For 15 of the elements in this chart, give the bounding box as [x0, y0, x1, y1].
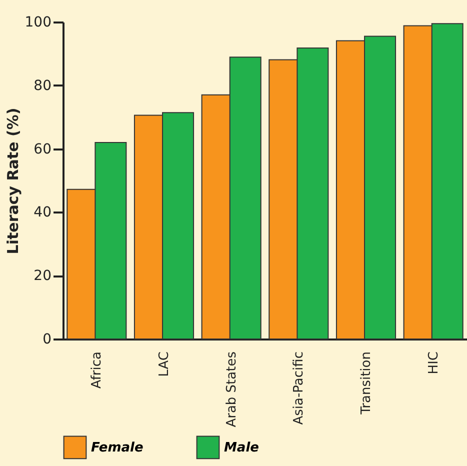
x-tick-label: HIC — [426, 352, 442, 374]
x-tick-label: Africa — [90, 352, 105, 389]
x-tick-label: Transition — [359, 352, 374, 416]
y-tick-label: 100 — [24, 14, 52, 30]
x-tick-label: Asia-Pacific — [292, 352, 307, 425]
x-tick-label: LAC — [157, 352, 172, 377]
legend-label: Female — [91, 440, 144, 456]
y-tick-label: 40 — [34, 204, 52, 221]
y-tick-label: 80 — [34, 78, 52, 94]
y-axis-title: Literacy Rate (%) — [4, 108, 22, 254]
legend-label: Male — [224, 440, 260, 456]
x-tick-label: Arab States — [224, 351, 240, 428]
y-tick-label: 0 — [42, 332, 52, 348]
y-tick-label: 20 — [34, 268, 52, 284]
y-tick-label: 60 — [34, 141, 52, 158]
